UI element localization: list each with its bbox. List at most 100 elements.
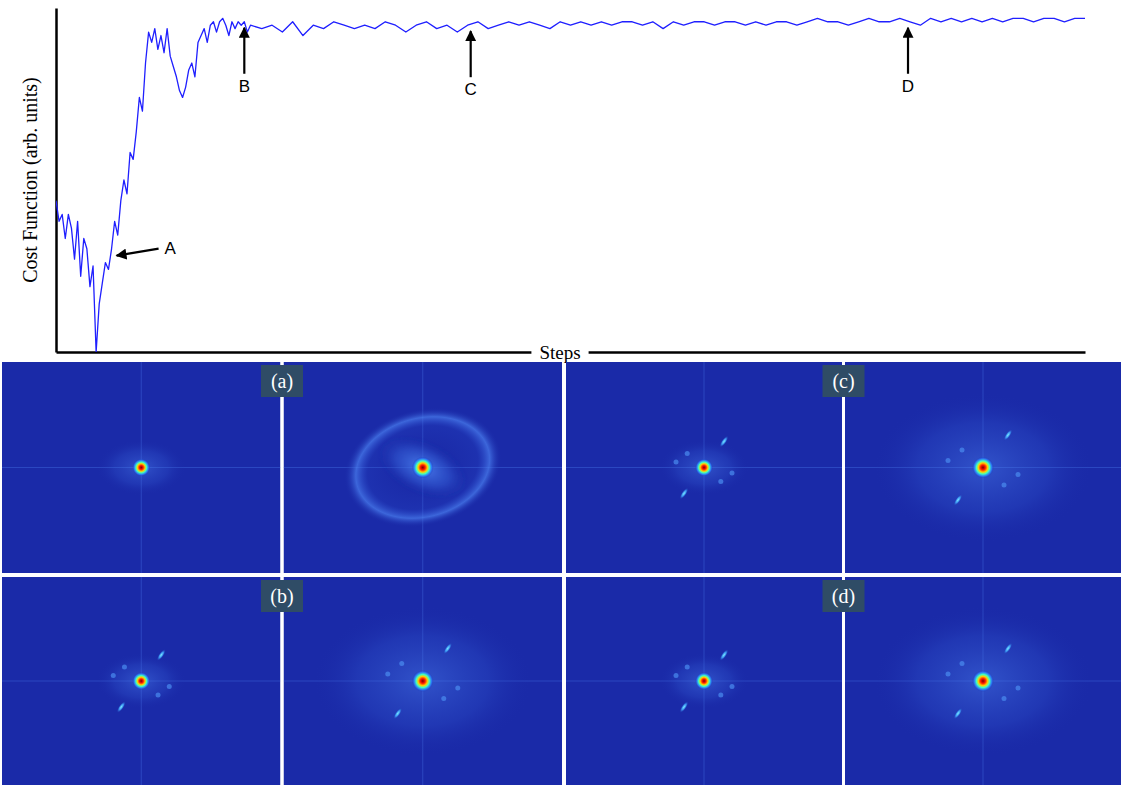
pattern-right	[284, 362, 563, 573]
halo	[659, 653, 749, 709]
central-peak	[695, 459, 713, 477]
side-spot	[167, 684, 172, 689]
side-spot	[678, 700, 690, 714]
pattern-right	[845, 362, 1121, 573]
pattern-background	[566, 362, 842, 573]
side-spot	[685, 665, 690, 670]
side-spot	[674, 459, 679, 464]
pattern-left	[2, 577, 281, 785]
side-spot	[455, 686, 460, 691]
annotation-arrow	[243, 28, 245, 74]
pattern-right	[845, 577, 1121, 785]
pattern-background	[2, 362, 281, 573]
panel-label-box	[823, 365, 865, 397]
halo	[873, 393, 1093, 543]
side-spot	[718, 693, 723, 698]
pattern-right	[284, 577, 563, 785]
side-spot	[678, 486, 690, 500]
image-panel: (a)	[2, 362, 562, 573]
side-spot	[392, 706, 404, 720]
panel-label: (b)	[261, 580, 303, 612]
panel-label-text: (b)	[270, 585, 293, 608]
annotation: C	[465, 31, 477, 99]
annotation-arrow	[907, 28, 909, 74]
x-axis-title: Steps	[539, 342, 580, 363]
halo	[96, 440, 186, 496]
side-spot	[442, 641, 454, 655]
central-peak	[972, 670, 994, 692]
side-spot	[1002, 428, 1014, 442]
panel-label-box	[261, 365, 303, 397]
panel-label-text: (c)	[832, 370, 854, 393]
pattern-left	[566, 577, 842, 785]
halo	[659, 440, 749, 496]
halo	[313, 606, 533, 756]
side-spot	[960, 661, 965, 666]
side-spot	[1016, 686, 1021, 691]
annotation: B	[239, 28, 250, 96]
pattern-left	[2, 362, 281, 573]
y-axis-line	[55, 9, 58, 353]
side-spot	[946, 672, 951, 677]
annotation-arrow	[470, 31, 472, 77]
side-spot	[155, 648, 167, 662]
side-spot	[441, 696, 446, 701]
side-spot	[111, 673, 116, 678]
pattern-background	[845, 362, 1121, 573]
side-spot	[156, 693, 161, 698]
side-spot	[385, 672, 390, 677]
central-peak	[412, 457, 434, 479]
side-spot	[1002, 483, 1007, 488]
side-spot	[1016, 472, 1021, 477]
side-spot	[718, 479, 723, 484]
pattern-background	[845, 577, 1121, 785]
side-spot	[115, 700, 127, 714]
figure: Steps Cost Function (arb. units) A B C D (a) (b…	[0, 0, 1123, 787]
image-panel: (b)	[2, 577, 562, 785]
panel-label-text: (d)	[832, 585, 855, 608]
side-spot	[946, 458, 951, 463]
side-spot	[685, 451, 690, 456]
plot-area	[56, 18, 1085, 352]
halo	[96, 653, 186, 709]
image-panel: (c)	[566, 362, 1121, 573]
halo	[368, 424, 477, 512]
side-spot	[1002, 696, 1007, 701]
central-peak	[695, 672, 713, 690]
side-spot	[952, 706, 964, 720]
cost-line	[56, 18, 1085, 352]
pattern-background	[566, 577, 842, 785]
central-peak	[972, 457, 994, 479]
image-panel: (d)	[566, 577, 1121, 785]
side-spot	[674, 673, 679, 678]
side-spot	[718, 434, 730, 448]
annotation-label: B	[239, 77, 250, 96]
panel-label-box	[823, 580, 865, 612]
side-spot	[1002, 641, 1014, 655]
pattern-background	[2, 577, 281, 785]
annotation: A	[117, 239, 177, 258]
side-spot	[960, 448, 965, 453]
central-peak	[132, 672, 150, 690]
annotation-label: D	[902, 77, 914, 96]
side-spot	[730, 684, 735, 689]
pattern-background	[284, 577, 563, 785]
y-axis-title: Cost Function (arb. units)	[19, 77, 42, 283]
halo	[873, 606, 1093, 756]
panel-label-text: (a)	[271, 370, 293, 393]
central-peak	[412, 670, 434, 692]
side-spot	[399, 661, 404, 666]
pattern-left	[566, 362, 842, 573]
side-spot	[952, 493, 964, 507]
panel-label-box	[261, 580, 303, 612]
annotation-label: A	[165, 239, 177, 258]
panel-label: (d)	[823, 580, 865, 612]
annotation-label: C	[465, 80, 477, 99]
pattern-background	[284, 362, 563, 573]
y-axis	[56, 9, 57, 353]
central-peak	[132, 459, 150, 477]
side-spot	[122, 665, 127, 670]
halo	[330, 391, 515, 544]
side-spot	[730, 471, 735, 476]
annotation-arrow	[117, 249, 159, 256]
